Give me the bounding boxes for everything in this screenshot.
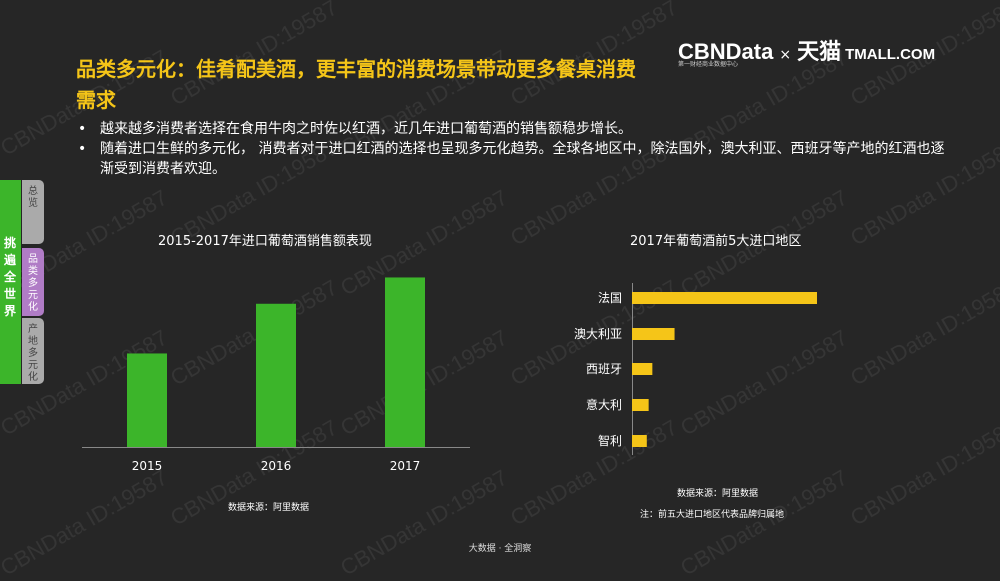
tmall-logo-cn: 天猫 — [797, 40, 842, 65]
nav-item-origin[interactable]: 产地多元化 — [22, 318, 44, 384]
chart2-y-tick-label: 西班牙 — [586, 362, 622, 376]
chart2-source: 数据来源：阿里数据 — [677, 489, 759, 499]
chart2-bar — [632, 399, 649, 411]
chart2-y-tick-label: 智利 — [598, 433, 622, 448]
chart2-y-tick-label: 澳大利亚 — [574, 327, 622, 341]
chart2-bar — [632, 435, 647, 447]
cbndata-subtitle: 第一财经商业数据中心 — [678, 61, 739, 68]
chart1-x-tick-label: 2016 — [261, 459, 292, 473]
chart2-bar — [632, 363, 653, 375]
footer-slogan: 大数据 · 全洞察 — [468, 544, 532, 554]
section-tab: 挑遍全世界 — [0, 180, 21, 384]
chart1-bar — [256, 303, 296, 447]
page-title: 品类多元化：佳肴配美酒，更丰富的消费场景带动更多餐桌消费需求 — [76, 57, 636, 112]
nav-item-overview[interactable]: 总览 — [22, 180, 44, 244]
chart2-title: 2017年葡萄酒前5大进口地区 — [630, 234, 802, 249]
section-tab-label: 挑遍全世界 — [3, 236, 16, 318]
cbndata-logo: CBNData — [678, 39, 774, 64]
chart1-x-tick-label: 2017 — [390, 459, 421, 473]
brand-logo: CBNData 第一财经商业数据中心 × 天猫 TMALL.COM — [678, 34, 936, 68]
chart1-title: 2015-2017年进口葡萄酒销售额表现 — [158, 234, 372, 249]
chart2-note: 注：前五大进口地区代表品牌归属地 — [640, 510, 785, 520]
nav-item-category[interactable]: 品类多元化 — [22, 248, 44, 316]
chart1-bar — [385, 277, 425, 447]
brand-separator: × — [779, 47, 792, 63]
bullet-list: 越来越多消费者选择在食用牛肉之时佐以红酒，近几年进口葡萄酒的销售额稳步增长。 随… — [76, 119, 956, 179]
chart2-y-tick-label: 意大利 — [586, 397, 622, 412]
chart2-bar — [632, 328, 675, 340]
chart2-y-tick-label: 法国 — [598, 291, 622, 305]
chart2-bar — [632, 292, 817, 304]
tmall-logo-en: TMALL.COM — [845, 46, 936, 63]
chart1-x-tick-label: 2015 — [132, 459, 163, 473]
chart1-source: 数据来源：阿里数据 — [228, 503, 310, 513]
chart1-bar — [127, 353, 167, 447]
bullet-item: 越来越多消费者选择在食用牛肉之时佐以红酒，近几年进口葡萄酒的销售额稳步增长。 — [76, 119, 956, 139]
bullet-item: 随着进口生鲜的多元化， 消费者对于进口红酒的选择也呈现多元化趋势。全球各地区中，… — [76, 139, 956, 179]
